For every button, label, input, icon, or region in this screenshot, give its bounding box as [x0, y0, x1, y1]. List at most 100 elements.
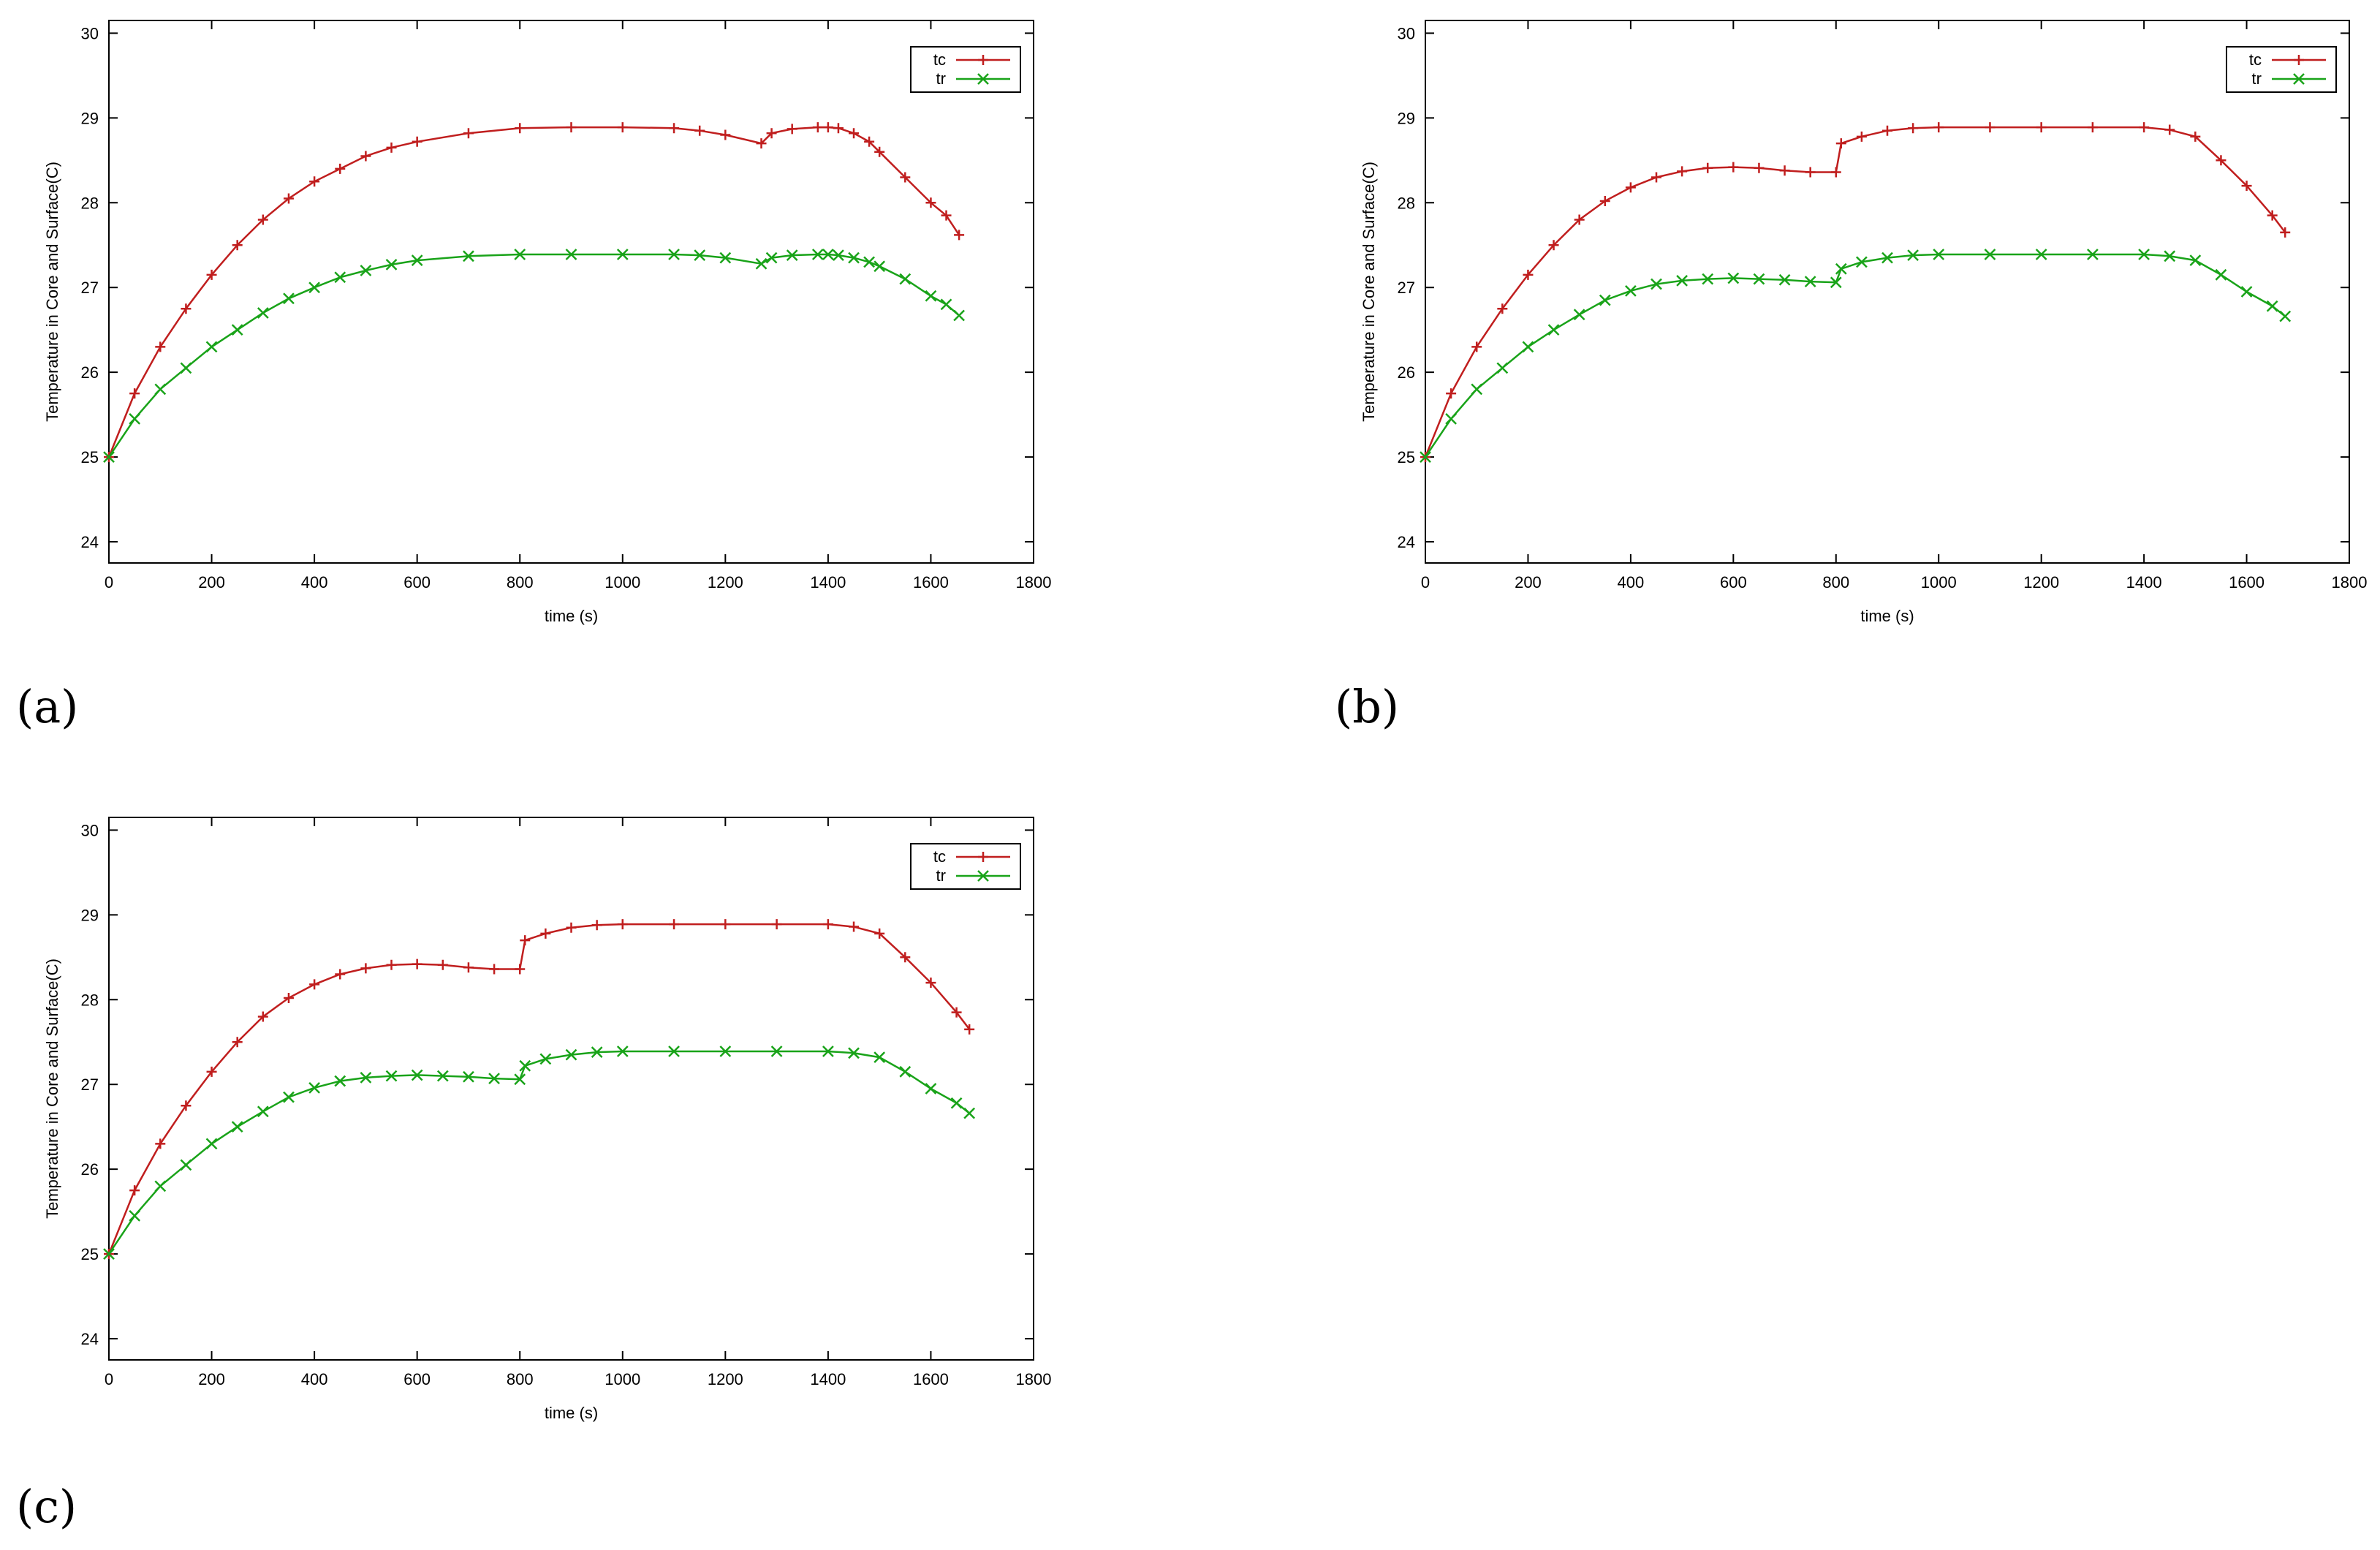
- data-point-tr: [1804, 276, 1816, 287]
- y-tick-label: 28: [1398, 194, 1415, 212]
- chart-panel-b: 0 200 400 600 800 1000 1200 1400 1600 1800 24 25 26 2…: [1316, 0, 2380, 658]
- y-tick-label: 26: [81, 1160, 99, 1179]
- y-tick-label: 26: [1398, 363, 1415, 382]
- data-point-tc: [155, 1138, 166, 1149]
- x-axis-label: time (s): [1860, 607, 1914, 625]
- y-tick-label: 24: [81, 1330, 99, 1348]
- data-point-tr: [205, 1138, 218, 1150]
- y-tick-label: 29: [1398, 109, 1415, 127]
- data-point-tc: [1830, 167, 1841, 178]
- y-axis-label: Temperature in Core and Surface(C): [43, 162, 61, 422]
- x-tick-label: 400: [1618, 573, 1645, 591]
- data-point-tr: [308, 1081, 320, 1094]
- series-markers-tc: [104, 919, 975, 1260]
- data-point-tc: [771, 919, 782, 930]
- data-point-tc: [822, 919, 833, 930]
- y-tick-label: 25: [81, 1245, 99, 1263]
- data-point-tc: [206, 269, 217, 280]
- data-point-tc: [900, 952, 911, 963]
- data-point-tc: [1677, 166, 1688, 177]
- data-point-tc: [720, 919, 731, 930]
- data-point-tr: [1420, 451, 1431, 463]
- data-point-tc: [720, 129, 731, 140]
- legend-marker-tr: [2293, 73, 2305, 85]
- data-point-tr: [668, 249, 680, 260]
- plot-frame: [1425, 20, 2350, 564]
- data-point-tr: [2189, 254, 2202, 266]
- data-point-tc: [566, 122, 577, 133]
- y-tick-label: 28: [81, 194, 99, 212]
- data-point-tr: [591, 1046, 603, 1059]
- data-point-tc: [669, 123, 680, 134]
- data-point-tr: [2138, 249, 2150, 260]
- data-point-tr: [899, 1065, 912, 1078]
- data-point-tr: [2087, 249, 2099, 260]
- data-point-tr: [360, 1072, 372, 1084]
- data-point-tr: [2240, 286, 2253, 298]
- data-point-tc: [1754, 162, 1765, 173]
- data-point-tr: [833, 249, 844, 262]
- data-point-tr: [231, 324, 243, 336]
- data-point-tc: [566, 922, 577, 933]
- data-point-tc: [181, 1100, 192, 1111]
- legend-marker-tc: [2294, 55, 2304, 65]
- data-point-tr: [129, 413, 141, 425]
- series-line-tc: [107, 126, 960, 458]
- data-point-tr: [755, 257, 768, 270]
- x-tick-label: 1400: [810, 1370, 846, 1388]
- data-point-tr: [719, 1046, 732, 1057]
- data-point-tr: [1573, 309, 1585, 321]
- x-axis-label: time (s): [545, 1404, 598, 1422]
- data-point-tr: [1702, 273, 1714, 285]
- data-point-tr: [963, 1107, 976, 1119]
- data-point-tr: [822, 249, 834, 260]
- data-point-tc: [1702, 162, 1713, 173]
- y-tick-label: 29: [81, 109, 99, 127]
- data-point-tc: [849, 128, 860, 139]
- data-point-tr: [308, 281, 320, 294]
- x-tick-label: 400: [301, 1370, 328, 1388]
- data-point-tc: [232, 1037, 243, 1048]
- data-point-tc: [2036, 122, 2047, 133]
- data-point-tc: [2139, 122, 2150, 133]
- data-point-tr: [565, 1048, 577, 1061]
- data-point-tc: [925, 978, 936, 988]
- data-point-tr: [231, 1121, 243, 1133]
- x-tick-label: 200: [198, 573, 225, 591]
- data-point-tr: [334, 1075, 346, 1087]
- y-tick-label: 30: [81, 24, 99, 42]
- data-point-tc: [874, 146, 885, 157]
- panel-label-c: (c): [16, 1480, 77, 1533]
- data-point-tc: [874, 928, 885, 939]
- x-axis-label: time (s): [545, 607, 598, 625]
- data-point-tr: [2266, 300, 2278, 312]
- data-point-tc: [1651, 172, 1661, 183]
- x-tick-label: 1400: [810, 573, 846, 591]
- data-point-tr: [488, 1073, 500, 1084]
- data-point-tr: [1830, 276, 1842, 289]
- series-markers-tr: [1420, 249, 2292, 463]
- x-tick-label: 400: [301, 573, 328, 591]
- x-tick-label: 1600: [2229, 573, 2265, 591]
- y-tick-label: 27: [1398, 279, 1415, 297]
- data-point-tc: [1523, 269, 1534, 280]
- panel-label-a: (a): [16, 680, 79, 733]
- data-point-tc: [1908, 123, 1919, 134]
- series-line-tc: [1424, 126, 2286, 458]
- y-tick-label: 24: [1398, 533, 1415, 551]
- data-point-tr: [1856, 256, 1868, 268]
- data-point-tc: [2241, 181, 2252, 192]
- data-point-tr: [154, 383, 167, 396]
- data-point-tc: [1779, 165, 1790, 176]
- data-point-tr: [565, 249, 577, 260]
- data-point-tr: [1933, 249, 1945, 260]
- data-point-tr: [616, 1046, 629, 1057]
- chart-panel-a: 0 200 400 600 800 1000 1200 1400 1600 1800 24 25 26 2…: [0, 0, 1096, 658]
- data-point-tc: [257, 1011, 268, 1022]
- data-point-tc: [964, 1024, 975, 1035]
- data-point-tr: [385, 259, 398, 271]
- data-point-tc: [954, 230, 965, 241]
- data-point-tr: [1907, 249, 1919, 262]
- legend-label-tr: tr: [2252, 69, 2262, 88]
- data-point-tc: [489, 964, 500, 975]
